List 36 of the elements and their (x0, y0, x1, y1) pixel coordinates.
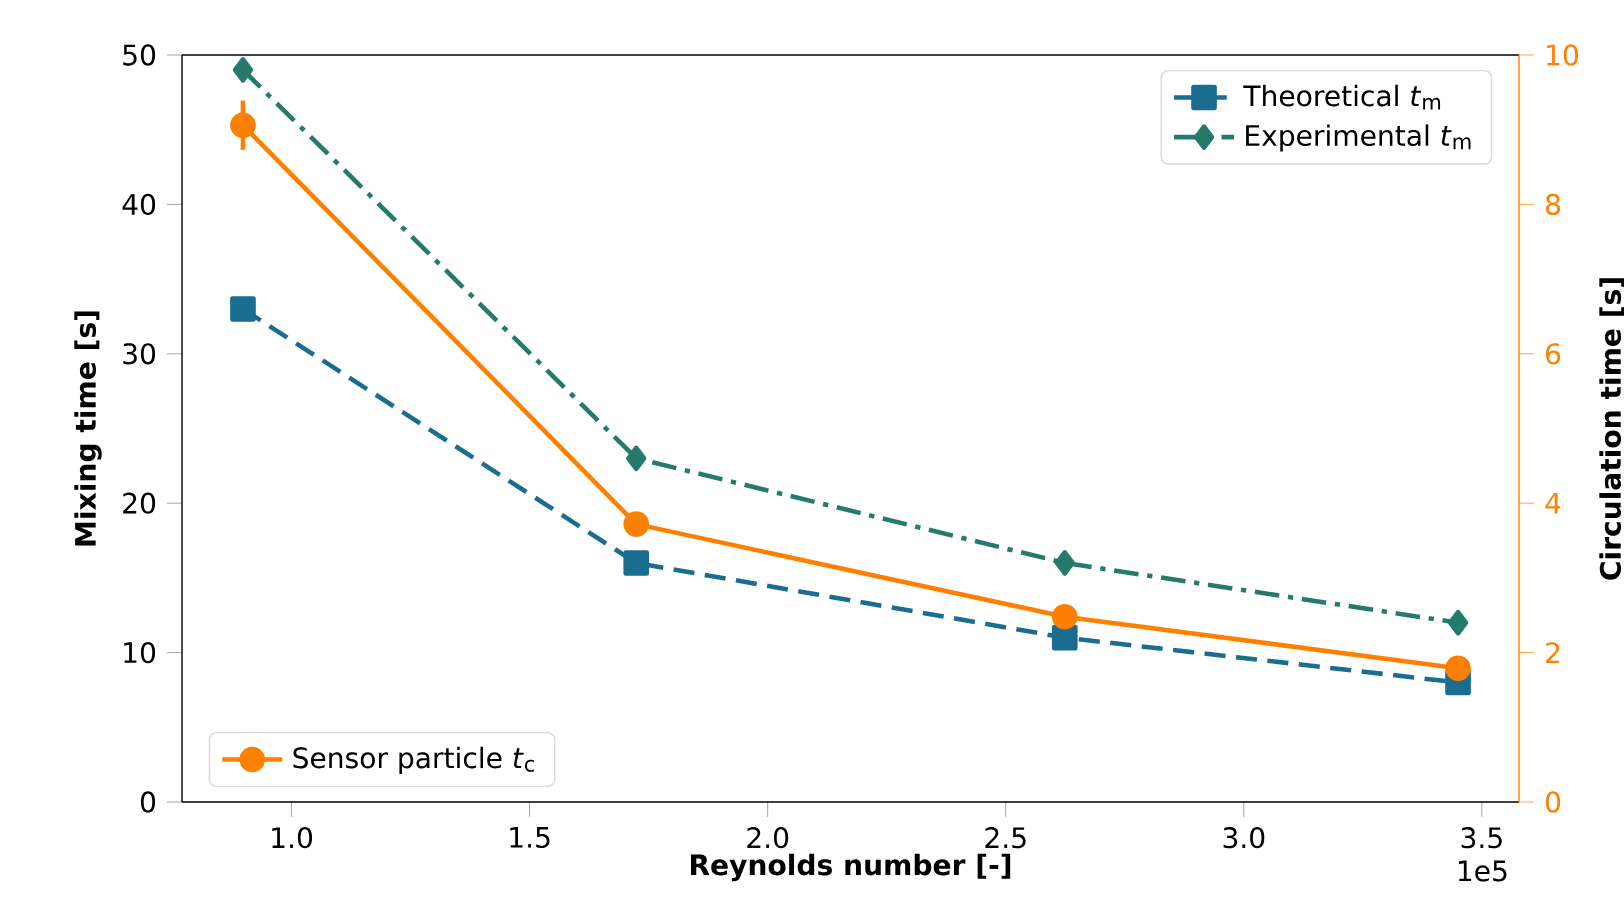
point (230, 296, 256, 322)
x-axis-title: Reynolds number [-] (690, 853, 1011, 882)
x-tick-label: 1.0 (272, 827, 313, 849)
y-tick-label: 20 (123, 492, 156, 514)
point (1054, 550, 1075, 576)
point (623, 550, 650, 576)
x-tick-label: 1.5 (510, 827, 550, 848)
legend-label: Experimental t$_{m}$ (1246, 124, 1471, 152)
y-tick-label: 0 (140, 791, 156, 813)
legend-label: Sensor particle t$_{c}$ (293, 746, 535, 774)
y2-tick-label: 2 (1546, 642, 1560, 664)
point (1447, 609, 1469, 636)
y2-tick-label: 8 (1546, 193, 1561, 216)
point (623, 511, 650, 537)
y2-tick-label: 6 (1546, 343, 1561, 365)
point (1445, 655, 1471, 682)
x-tick-label: 2.0 (747, 827, 789, 849)
y2-tick-label: 10 (1547, 44, 1578, 66)
y2-axis-title: Circulation time [s] (1599, 278, 1624, 580)
x-tick-label: 2.5 (985, 827, 1026, 849)
x-tick-label: 3.0 (1223, 827, 1265, 849)
legend-label: Theoretical t$_{m}$ (1243, 84, 1441, 110)
y-tick-label: 50 (123, 44, 156, 66)
y-tick-label: 10 (124, 641, 156, 664)
y-axis-title: Mixing time [s] (74, 311, 102, 546)
point (230, 112, 256, 139)
point (626, 445, 647, 472)
y-tick-label: 30 (123, 343, 156, 365)
x-tick-label: 3.5 (1461, 827, 1502, 849)
y2-tick-label: 0 (1545, 791, 1561, 813)
y-tick-label: 40 (122, 193, 156, 216)
point (1051, 603, 1078, 630)
text: 1e5 (1458, 860, 1507, 882)
point (1051, 624, 1078, 651)
point (232, 57, 254, 83)
y2-tick-label: 4 (1545, 492, 1561, 514)
